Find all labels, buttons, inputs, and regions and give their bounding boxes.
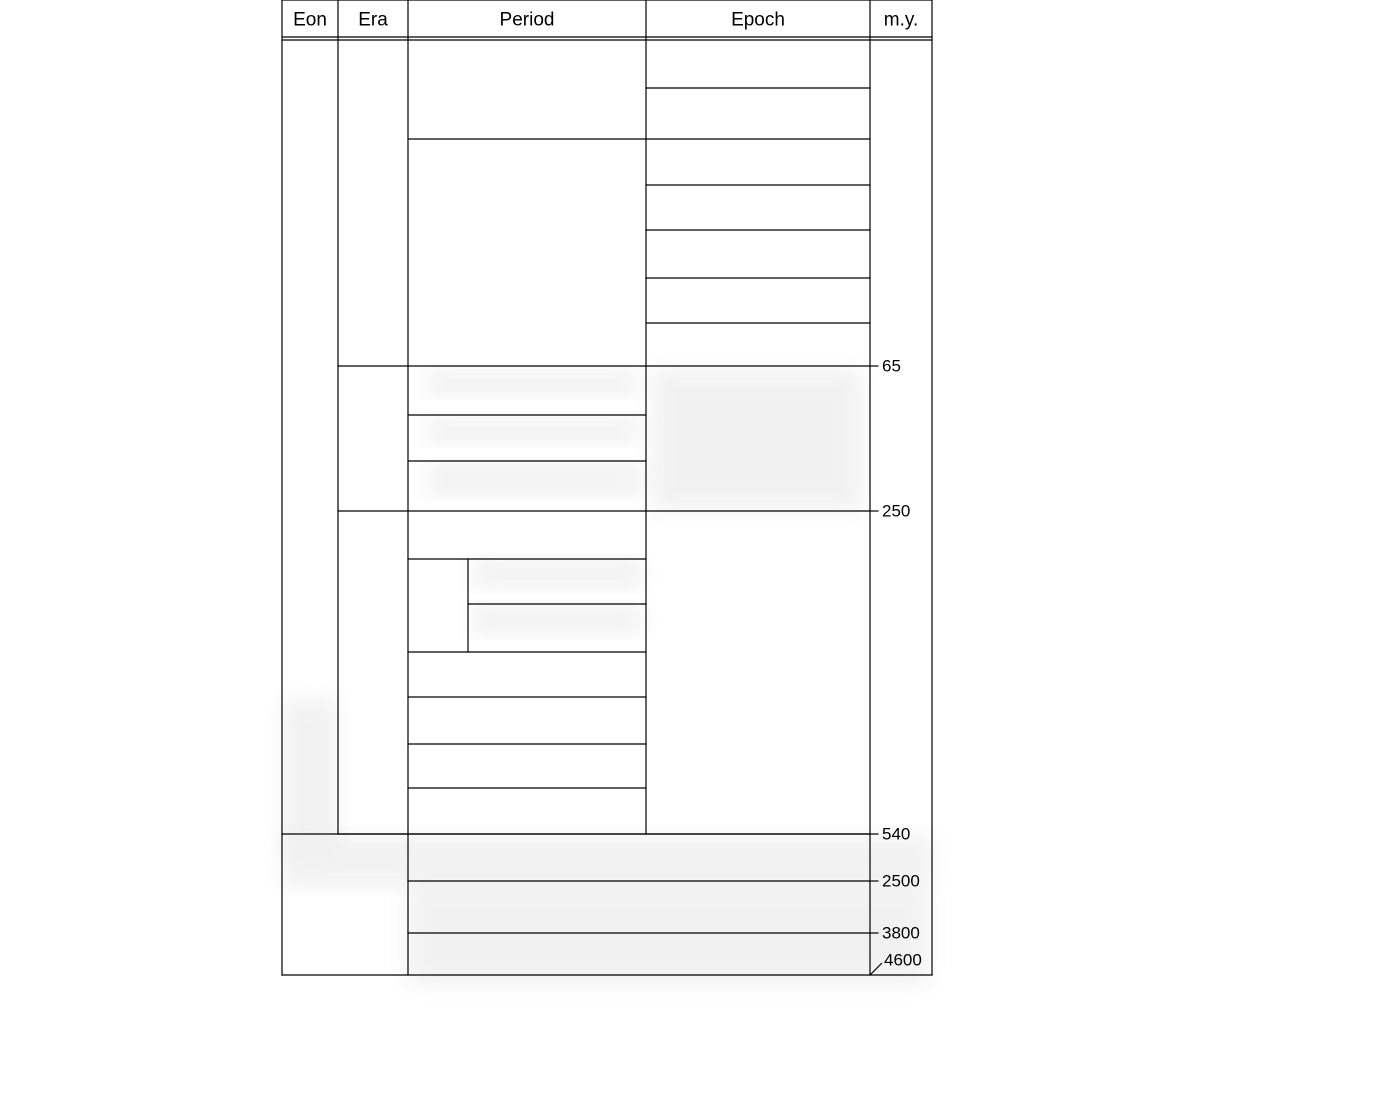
my-label-4: 3800 bbox=[882, 923, 920, 942]
header-period: Period bbox=[500, 10, 555, 31]
scan-shadow bbox=[427, 370, 637, 395]
my-label-5: 4600 bbox=[884, 950, 922, 969]
page: Eon Era Period Epoch m.y. 65 250 540 2500 3800 460… bbox=[0, 0, 1400, 1100]
scan-shadow bbox=[408, 884, 928, 984]
scan-shadow bbox=[652, 370, 862, 510]
scan-shadow bbox=[472, 606, 642, 634]
my-label-0: 65 bbox=[882, 356, 901, 375]
scan-shadow bbox=[282, 836, 932, 886]
header-my: m.y. bbox=[884, 10, 918, 31]
scan-shadow bbox=[282, 700, 338, 850]
scan-shadow bbox=[472, 560, 642, 588]
scan-shadow bbox=[427, 465, 642, 495]
my-label-2: 540 bbox=[882, 824, 910, 843]
header-eon: Eon bbox=[293, 10, 327, 31]
header-epoch: Epoch bbox=[731, 10, 785, 31]
scan-shadow bbox=[427, 418, 637, 443]
header-era: Era bbox=[358, 10, 388, 31]
geologic-time-table: Eon Era Period Epoch m.y. 65 250 540 2500 3800 460… bbox=[0, 0, 1400, 1100]
my-label-1: 250 bbox=[882, 501, 910, 520]
my-label-3: 2500 bbox=[882, 871, 920, 890]
